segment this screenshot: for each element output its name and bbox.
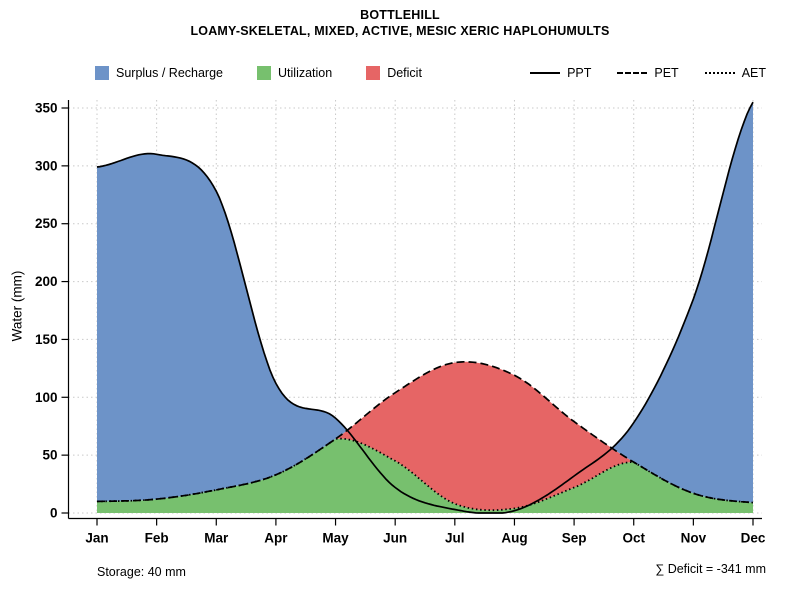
svg-text:Aug: Aug — [501, 531, 527, 546]
legend-item-utilization: Utilization — [257, 66, 332, 80]
svg-text:50: 50 — [42, 448, 57, 463]
svg-text:100: 100 — [35, 390, 58, 405]
legend-item-pet: PET — [617, 66, 679, 80]
svg-text:0: 0 — [50, 506, 58, 521]
dotted-line-icon — [704, 72, 735, 74]
svg-text:Nov: Nov — [681, 531, 707, 546]
chart-title: BOTTLEHILL — [360, 8, 440, 22]
svg-text:Mar: Mar — [204, 531, 229, 546]
svg-text:300: 300 — [35, 158, 58, 173]
svg-text:Jun: Jun — [383, 531, 407, 546]
svg-text:Dec: Dec — [741, 531, 766, 546]
legend-item-aet: AET — [704, 66, 766, 80]
svg-text:May: May — [322, 531, 349, 546]
svg-text:200: 200 — [35, 274, 58, 289]
legend-label-utilization: Utilization — [278, 66, 333, 80]
solid-line-icon — [530, 72, 561, 74]
deficit-swatch-icon — [366, 66, 381, 80]
legend-label-ppt: PPT — [567, 66, 592, 80]
svg-text:Jul: Jul — [445, 531, 465, 546]
legend-item-deficit: Deficit — [366, 66, 422, 80]
dashed-line-icon — [617, 72, 648, 74]
svg-text:Feb: Feb — [145, 531, 169, 546]
legend-label-deficit: Deficit — [387, 66, 422, 80]
svg-text:Oct: Oct — [622, 531, 645, 546]
legend-area-group: Surplus / Recharge Utilization Deficit — [95, 66, 422, 80]
legend-label-pet: PET — [654, 66, 679, 80]
legend-label-surplus: Surplus / Recharge — [116, 66, 224, 80]
legend-line-group: PPT PET AET — [530, 66, 766, 80]
y-axis-label: Water (mm) — [9, 270, 25, 342]
chart-legend: Surplus / Recharge Utilization Deficit P… — [95, 66, 766, 80]
deficit-sum-annotation: ∑ Deficit = -341 mm — [655, 562, 766, 576]
chart-subtitle: LOAMY-SKELETAL, MIXED, ACTIVE, MESIC XER… — [190, 24, 610, 38]
storage-annotation: Storage: 40 mm — [97, 565, 186, 579]
svg-text:350: 350 — [35, 101, 58, 116]
svg-text:Sep: Sep — [562, 531, 587, 546]
svg-text:Apr: Apr — [264, 531, 288, 546]
svg-text:150: 150 — [35, 332, 58, 347]
utilization-swatch-icon — [257, 66, 272, 80]
legend-label-aet: AET — [741, 66, 766, 80]
surplus-swatch-icon — [95, 66, 109, 80]
legend-item-surplus: Surplus / Recharge — [95, 66, 223, 80]
svg-text:250: 250 — [35, 216, 58, 231]
legend-item-ppt: PPT — [530, 66, 591, 80]
svg-text:Jan: Jan — [85, 531, 108, 546]
